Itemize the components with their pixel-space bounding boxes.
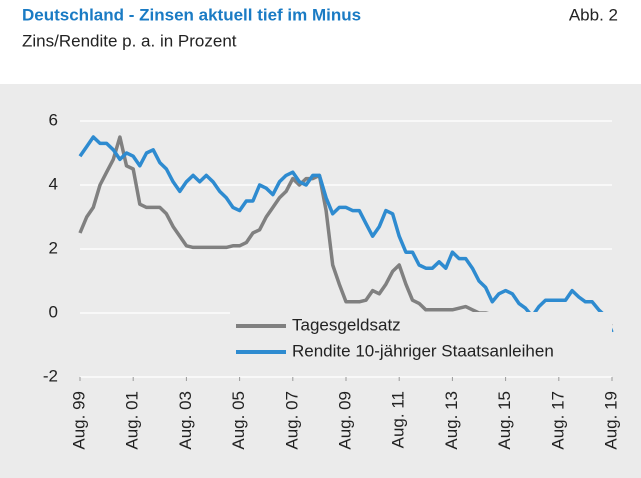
chart-subtitle: Zins/Rendite p. a. in Prozent <box>22 31 237 50</box>
x-tick-label: Aug. 11 <box>389 391 408 448</box>
y-tick-label: 0 <box>49 302 58 321</box>
y-tick-label: 4 <box>49 174 58 193</box>
figure-label: Abb. 2 <box>569 5 618 24</box>
x-tick-label: Aug. 03 <box>176 391 195 450</box>
legend-box <box>230 312 612 368</box>
x-tick-label: Aug. 01 <box>123 391 142 450</box>
chart-title: Deutschland - Zinsen aktuell tief im Min… <box>22 5 361 24</box>
x-tick-label: Aug. 13 <box>442 391 461 450</box>
x-tick-label: Aug. 99 <box>69 391 88 450</box>
plot-panel <box>0 84 641 478</box>
x-tick-label: Aug. 19 <box>601 391 620 450</box>
x-tick-label: Aug. 05 <box>229 391 248 450</box>
x-tick-label: Aug. 17 <box>548 391 567 450</box>
x-tick-label: Aug. 15 <box>495 391 514 450</box>
y-tick-label: 2 <box>49 238 58 257</box>
legend-label: Rendite 10-jähriger Staatsanleihen <box>292 341 554 360</box>
y-tick-label: -2 <box>43 366 58 385</box>
x-tick-label: Aug. 09 <box>335 391 354 450</box>
x-tick-label: Aug. 07 <box>282 391 301 450</box>
series-line <box>78 135 614 333</box>
legend-label: Tagesgeldsatz <box>292 315 401 334</box>
y-tick-label: 6 <box>49 110 58 129</box>
